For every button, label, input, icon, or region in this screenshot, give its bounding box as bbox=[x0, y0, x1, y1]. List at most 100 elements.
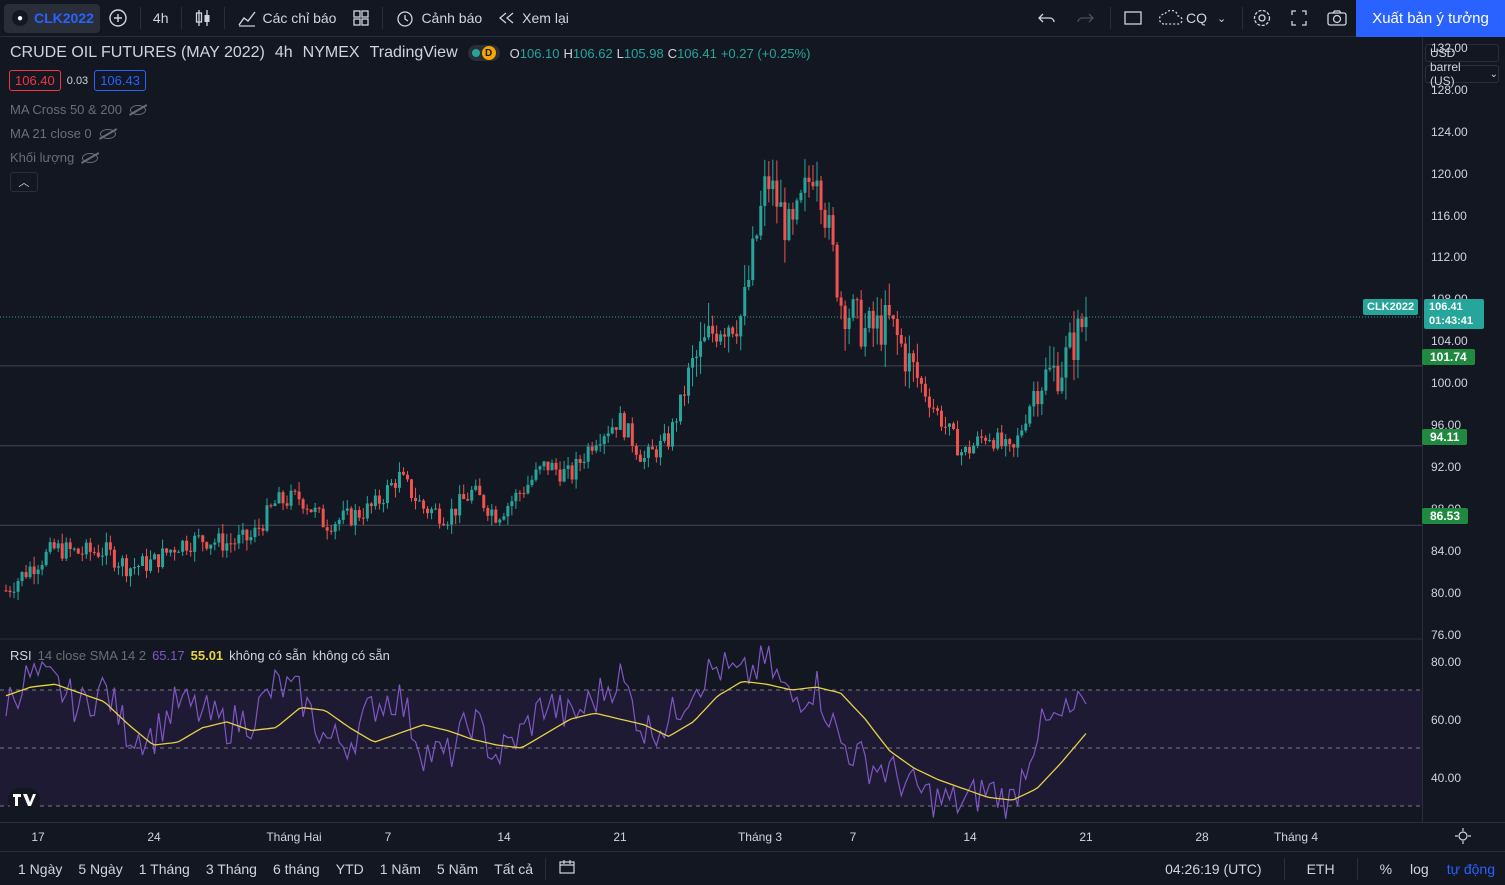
candle-body bbox=[112, 549, 116, 568]
indicators-label: Các chỉ báo bbox=[262, 10, 337, 26]
candle-body bbox=[289, 490, 293, 506]
candle-body bbox=[52, 542, 56, 549]
time-axis-settings-button[interactable] bbox=[1455, 828, 1471, 847]
legend-interval: 4h bbox=[274, 44, 293, 61]
cloud-icon bbox=[1158, 10, 1183, 25]
candle-body bbox=[1068, 332, 1072, 348]
candle-body bbox=[193, 535, 197, 552]
alerts-button[interactable]: Cảnh báo bbox=[387, 0, 490, 37]
rsi-legend: RSI 14 close SMA 14 2 65.17 55.01 không … bbox=[10, 648, 390, 663]
candle-body bbox=[285, 503, 289, 506]
cloud-save-button[interactable]: CQ ⌄ bbox=[1150, 0, 1234, 37]
candle-body bbox=[181, 540, 185, 552]
fullscreen-button[interactable] bbox=[1282, 0, 1316, 37]
utc-clock[interactable]: 04:26:19 (UTC) bbox=[1165, 861, 1262, 877]
interval-button[interactable]: 4h bbox=[152, 10, 169, 26]
sell-button[interactable]: 106.40 bbox=[9, 70, 61, 91]
candle-body bbox=[1020, 430, 1024, 436]
symbol-title[interactable]: CRUDE OIL FUTURES (MAY 2022) bbox=[10, 44, 265, 61]
range-5y[interactable]: 5 Năm bbox=[436, 860, 479, 877]
range-3m[interactable]: 3 Tháng bbox=[205, 860, 257, 877]
candle-body bbox=[116, 566, 120, 568]
range-all[interactable]: Tất cả bbox=[494, 860, 534, 877]
currency-select[interactable]: USD bbox=[1425, 44, 1499, 62]
candle-body bbox=[173, 549, 177, 553]
candle-body bbox=[381, 503, 385, 505]
chevron-down-icon: ⌄ bbox=[1489, 68, 1498, 80]
candle-body bbox=[498, 519, 502, 523]
range-6m[interactable]: 6 tháng bbox=[272, 860, 320, 877]
candle-body bbox=[197, 535, 201, 537]
range-ytd[interactable]: YTD bbox=[335, 860, 364, 877]
candle-body bbox=[153, 554, 157, 560]
log-toggle[interactable]: log bbox=[1410, 861, 1429, 877]
session-button[interactable]: ETH bbox=[1306, 861, 1335, 877]
time-tick: 21 bbox=[1079, 830, 1093, 844]
toolbar-separator bbox=[382, 7, 384, 29]
symbol-search-button[interactable]: ● CLK2022 bbox=[4, 3, 100, 33]
market-status-badge[interactable]: D bbox=[467, 45, 500, 61]
candle-body bbox=[1032, 390, 1036, 407]
candle-body bbox=[301, 499, 305, 509]
candle-body bbox=[426, 508, 430, 514]
candle-body bbox=[731, 327, 735, 334]
rsi-ma-line bbox=[5, 680, 1087, 801]
alerts-label: Cảnh báo bbox=[421, 10, 483, 26]
candle-body bbox=[678, 394, 682, 422]
candle-body bbox=[919, 377, 923, 384]
candle-body bbox=[1052, 365, 1056, 368]
candle-body bbox=[434, 508, 438, 510]
candle-body bbox=[907, 353, 911, 372]
candle-body bbox=[209, 544, 213, 549]
candle-body bbox=[534, 469, 538, 480]
goto-date-button[interactable] bbox=[550, 859, 584, 878]
candle-body bbox=[566, 465, 570, 470]
indicators-button[interactable]: Các chỉ báo bbox=[229, 0, 345, 37]
rsi-name[interactable]: RSI bbox=[10, 648, 32, 663]
range-1m[interactable]: 1 Tháng bbox=[138, 860, 190, 877]
candle-body bbox=[430, 509, 434, 514]
rsi-ma-value: 55.01 bbox=[190, 648, 224, 663]
snapshot-button[interactable] bbox=[1318, 0, 1356, 37]
layouts-button[interactable] bbox=[344, 0, 378, 37]
settings-button[interactable] bbox=[1244, 0, 1280, 37]
chart-type-button[interactable] bbox=[186, 0, 220, 37]
price-tick: 92.00 bbox=[1431, 459, 1462, 474]
auto-scale-toggle[interactable]: tự động bbox=[1446, 861, 1495, 877]
publish-idea-button[interactable]: Xuất bản ý tưởng bbox=[1356, 0, 1505, 37]
redo-button[interactable] bbox=[1068, 0, 1102, 37]
chart-canvas[interactable] bbox=[0, 37, 1422, 822]
eye-hidden-icon[interactable] bbox=[130, 104, 146, 115]
compare-add-button[interactable] bbox=[100, 0, 136, 37]
candle-body bbox=[462, 494, 466, 500]
candle-body bbox=[976, 436, 980, 446]
range-5d[interactable]: 5 Ngày bbox=[78, 860, 123, 877]
eye-hidden-icon[interactable] bbox=[82, 152, 99, 163]
candle-body bbox=[562, 469, 566, 482]
range-1y[interactable]: 1 Năm bbox=[379, 860, 421, 877]
buy-button[interactable]: 106.43 bbox=[94, 70, 146, 91]
candle-body bbox=[867, 310, 871, 329]
indicator-ma-cross[interactable]: MA Cross 50 & 200 bbox=[10, 102, 146, 117]
collapse-legend-button[interactable]: ︿ bbox=[10, 172, 38, 192]
eye-hidden-icon[interactable] bbox=[99, 128, 116, 139]
indicator-ma-21[interactable]: MA 21 close 0 bbox=[10, 126, 116, 141]
indicator-volume[interactable]: Khối lượng bbox=[10, 150, 99, 165]
replay-button[interactable]: Xem lại bbox=[490, 0, 577, 37]
range-1d[interactable]: 1 Ngày bbox=[18, 860, 63, 877]
candle-body bbox=[863, 328, 867, 347]
candle-body bbox=[474, 485, 478, 490]
unit-select[interactable]: barrel (US) ⌄ bbox=[1425, 60, 1499, 88]
candle-body bbox=[554, 462, 558, 470]
candle-body bbox=[96, 552, 100, 557]
layout-single-button[interactable] bbox=[1115, 0, 1151, 37]
tradingview-logo[interactable] bbox=[8, 788, 40, 812]
undo-button[interactable] bbox=[1030, 0, 1064, 37]
candle-body bbox=[317, 507, 321, 509]
candle-body bbox=[984, 437, 988, 441]
candle-body bbox=[546, 461, 550, 471]
candle-body bbox=[638, 454, 642, 462]
percent-toggle[interactable]: % bbox=[1379, 861, 1393, 877]
time-axis[interactable]: 17 24 Tháng Hai 7 14 21 Tháng 3 7 14 21 … bbox=[0, 822, 1505, 850]
candle-body bbox=[747, 279, 751, 287]
